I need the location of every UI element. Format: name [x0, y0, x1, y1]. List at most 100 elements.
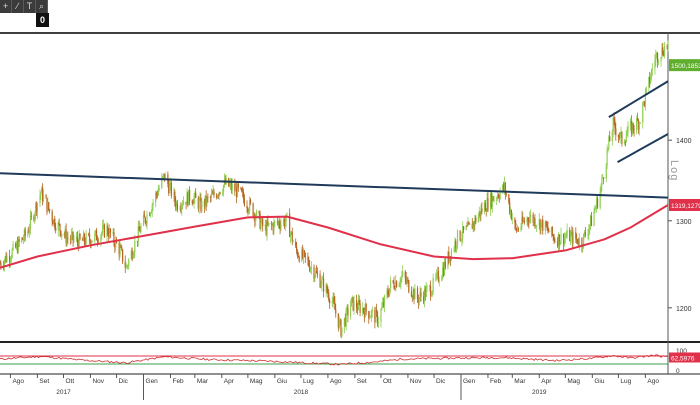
candle-body [176, 202, 179, 210]
pencil-tool-icon[interactable]: ∕ [12, 0, 24, 13]
candle-body [624, 141, 626, 143]
x-tick-label: Apr [541, 378, 552, 385]
candle-body [569, 233, 572, 242]
candle-body [389, 280, 392, 289]
candle-body [496, 198, 498, 200]
candle-body [265, 224, 267, 235]
candle-body [120, 246, 122, 248]
candle-body [539, 219, 541, 231]
ma-value-badge [669, 198, 700, 211]
candle-body [271, 224, 273, 226]
candle-body [82, 233, 85, 241]
candle-body [321, 279, 323, 286]
candle-body [593, 211, 595, 226]
candle-body [150, 211, 152, 214]
candle-body [247, 208, 249, 212]
candle-body [103, 224, 105, 238]
candle-body [63, 233, 65, 236]
candle-body [638, 122, 640, 130]
candle-body [381, 306, 383, 310]
candle-body [47, 202, 49, 212]
candle-body [78, 234, 80, 249]
candle-body [509, 202, 511, 213]
candle-body [399, 283, 401, 285]
candle-body [242, 191, 244, 193]
candle-body [333, 297, 335, 303]
candle-body [260, 222, 262, 229]
candle-body [213, 191, 215, 196]
candle-body [185, 201, 187, 205]
candle-body [240, 187, 242, 189]
candle-body [656, 53, 658, 56]
candle-body [292, 241, 294, 243]
crosshair-tool-icon[interactable]: + [0, 0, 12, 13]
drawing-toolbar: + ∕ T ⌕ [0, 0, 48, 13]
candle-body [241, 188, 243, 192]
candle-body [272, 224, 274, 231]
candle-body [319, 274, 321, 288]
candle-body [286, 213, 288, 215]
candle-body [237, 183, 239, 188]
candle-body [119, 246, 121, 255]
candle-body [477, 215, 479, 223]
candle-body [515, 223, 517, 229]
x-tick-label: Ago [330, 378, 342, 385]
candle-body [77, 241, 79, 249]
candle-body [285, 214, 287, 222]
candle-body [441, 276, 443, 281]
candle-body [163, 173, 165, 179]
candle-body [552, 234, 554, 237]
magnifier-tool-icon[interactable]: ⌕ [36, 0, 48, 13]
candle-body [327, 292, 329, 295]
candle-body [156, 194, 159, 196]
candle-body [603, 177, 605, 179]
candle-body [375, 309, 377, 323]
candle-body [596, 198, 599, 208]
candle-body [487, 197, 489, 210]
candle-body [395, 281, 397, 290]
candle-body [236, 183, 239, 197]
text-tool-icon[interactable]: T [24, 0, 36, 13]
candle-body [357, 300, 359, 310]
candle-body [449, 256, 451, 262]
candle-body [137, 226, 139, 242]
candle-body [564, 236, 566, 238]
candle-body [144, 217, 146, 223]
candle-body [102, 226, 104, 233]
candle-body [657, 61, 660, 63]
candle-body [28, 228, 31, 233]
candle-body [291, 231, 293, 242]
candle-body [97, 241, 99, 242]
candle-body [84, 242, 86, 245]
candle-body [88, 234, 91, 241]
candle-body [229, 184, 231, 187]
candle-body [284, 221, 286, 227]
candle-body [380, 309, 382, 323]
candle-body [346, 308, 348, 310]
candle-body [436, 271, 439, 273]
candle-body [155, 193, 158, 195]
candle-body [48, 202, 50, 210]
candle-body [618, 137, 620, 138]
candle-body [341, 327, 343, 337]
log-scale-label[interactable]: Log [668, 160, 680, 182]
candle-body [365, 304, 367, 312]
candle-body [454, 241, 456, 249]
candle-body [65, 229, 67, 243]
candle-body [398, 283, 400, 287]
candle-body [651, 68, 653, 71]
candle-body [563, 233, 565, 245]
candle-body [60, 230, 62, 237]
candle-body [181, 205, 183, 210]
candle-body [491, 196, 493, 208]
candle-body [51, 211, 53, 221]
candle-body [234, 184, 236, 192]
x-tick-label: Mag [250, 378, 263, 385]
candle-body [314, 276, 316, 279]
candle-body [115, 239, 117, 248]
candle-body [662, 47, 664, 55]
candle-body [582, 246, 584, 248]
candle-body [364, 304, 366, 318]
candle-body [180, 208, 182, 210]
